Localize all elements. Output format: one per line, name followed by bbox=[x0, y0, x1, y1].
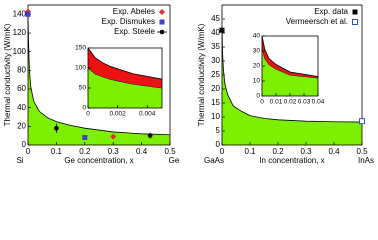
legend-label: Exp. Steele bbox=[114, 27, 155, 36]
x-tick-label: 0.4 bbox=[136, 147, 148, 156]
x-end-label: InAs bbox=[358, 156, 374, 165]
legend-marker bbox=[159, 19, 165, 25]
legend-label: Exp. Dismukes bbox=[102, 17, 155, 26]
y-axis-label: Thermal conductivity (W/mK) bbox=[3, 23, 12, 126]
y-tick-label: 0 bbox=[256, 93, 260, 100]
x-tick-label: 0.2 bbox=[79, 147, 91, 156]
x-end-label: Si bbox=[16, 156, 23, 165]
x-axis-label: In concentration, x bbox=[259, 156, 324, 165]
area bbox=[262, 36, 318, 78]
data-point bbox=[110, 133, 117, 140]
x-tick-label: 0.5 bbox=[356, 147, 368, 156]
plot-frame bbox=[27, 4, 171, 146]
legend-label: Vermeersch et al. bbox=[286, 17, 348, 26]
x-tick-label: 0.3 bbox=[300, 147, 312, 156]
data-point bbox=[359, 118, 365, 125]
y-tick-label: 150 bbox=[75, 45, 86, 52]
data-point bbox=[147, 133, 153, 138]
x-tick-label: 0.002 bbox=[109, 111, 126, 118]
y-tick-label: 60 bbox=[17, 84, 26, 93]
x-tick-label: 0.004 bbox=[139, 111, 156, 118]
y-tick-label: 20 bbox=[211, 84, 220, 93]
y-tick-label: 40 bbox=[211, 28, 220, 37]
x-tick-label: 0.1 bbox=[51, 147, 63, 156]
x-tick-label: 0 bbox=[26, 147, 31, 156]
x-tick-label: 0.4 bbox=[328, 147, 340, 156]
y-tick-label: 5 bbox=[216, 126, 221, 135]
x-end-label: GaAs bbox=[204, 156, 224, 165]
legend-marker bbox=[352, 9, 358, 15]
x-tick-label: 0 bbox=[220, 147, 225, 156]
x-tick-label: 0 bbox=[86, 111, 90, 118]
data-point bbox=[219, 27, 225, 33]
y-tick-label: 100 bbox=[75, 65, 86, 72]
y-tick-label: 30 bbox=[211, 56, 220, 65]
y-tick-label: 30 bbox=[253, 48, 261, 55]
x-tick-label: 0.2 bbox=[272, 147, 284, 156]
y-tick-label: 80 bbox=[17, 65, 26, 74]
y-tick-label: 20 bbox=[17, 121, 26, 130]
x-tick-label: 0 bbox=[260, 99, 264, 106]
y-tick-label: 0 bbox=[82, 105, 86, 112]
x-end-label: Ge bbox=[169, 156, 180, 165]
x-tick-label: 0.5 bbox=[164, 147, 176, 156]
y-tick-label: 50 bbox=[79, 85, 87, 92]
area bbox=[28, 14, 170, 146]
y-tick-label: 20 bbox=[253, 63, 261, 70]
area-edge bbox=[221, 27, 363, 123]
legend-marker bbox=[352, 19, 358, 25]
x-tick-label: 0.1 bbox=[244, 147, 256, 156]
y-tick-label: 25 bbox=[211, 70, 220, 79]
y-tick-label: 140 bbox=[13, 9, 27, 18]
legend-marker bbox=[159, 29, 165, 35]
y-tick-label: 0 bbox=[216, 140, 221, 149]
area-edge bbox=[261, 35, 319, 77]
data-point bbox=[54, 125, 59, 131]
y-tick-label: 45 bbox=[211, 14, 220, 23]
y-tick-label: 100 bbox=[13, 47, 27, 56]
x-tick-label: 0.01 bbox=[270, 99, 283, 106]
area-edge bbox=[87, 47, 163, 80]
area bbox=[88, 48, 162, 88]
y-tick-label: 40 bbox=[17, 103, 26, 112]
y-tick-label: 0 bbox=[22, 140, 27, 149]
x-axis-label: Ge concentration, x bbox=[64, 156, 133, 165]
data-point bbox=[82, 135, 88, 141]
y-tick-label: 15 bbox=[211, 98, 220, 107]
y-tick-label: 35 bbox=[211, 42, 220, 51]
plot-frame bbox=[87, 47, 163, 109]
x-tick-label: 0.02 bbox=[284, 99, 297, 106]
legend-label: Exp. data bbox=[314, 7, 348, 16]
y-tick-label: 120 bbox=[13, 28, 27, 37]
y-tick-label: 10 bbox=[211, 112, 220, 121]
y-axis-label: Thermal conductivity (W/mK) bbox=[197, 23, 206, 126]
y-tick-label: 40 bbox=[253, 33, 261, 40]
legend-marker bbox=[159, 9, 165, 15]
x-tick-label: 0.3 bbox=[108, 147, 120, 156]
area bbox=[262, 48, 318, 96]
y-tick-label: 10 bbox=[253, 78, 261, 85]
legend-label: Exp. Abeles bbox=[113, 7, 155, 16]
area bbox=[222, 27, 362, 145]
data-point bbox=[25, 11, 31, 17]
x-tick-label: 0.03 bbox=[298, 99, 311, 106]
x-tick-label: 0.04 bbox=[312, 99, 325, 106]
